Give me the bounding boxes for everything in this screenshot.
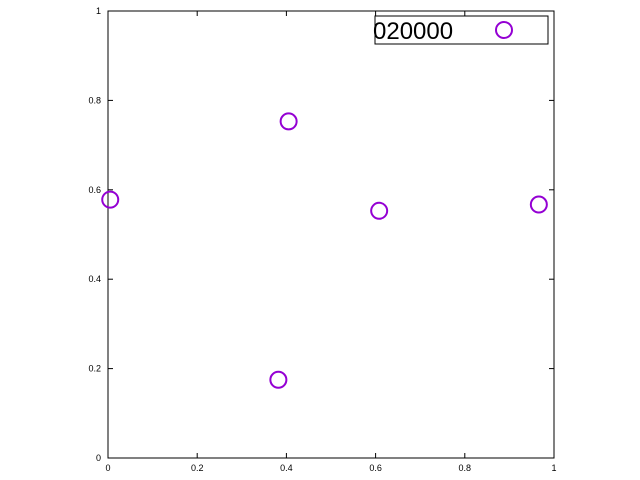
plot-frame: [107, 10, 555, 459]
axis-ticks: [107, 10, 555, 459]
x-tick-label: 1: [551, 463, 556, 473]
y-tick-label: 0: [96, 453, 101, 463]
x-tick-labels: 0 0.2 0.4 0.6 0.8 1: [105, 463, 556, 473]
x-tick-label: 0.4: [280, 463, 293, 473]
y-tick-label: 0.8: [88, 95, 101, 105]
data-point: [269, 370, 288, 389]
y-tick-labels: 0 0.2 0.4 0.6 0.8 1: [88, 6, 101, 463]
data-points: [101, 112, 548, 389]
x-tick-label: 0.6: [369, 463, 382, 473]
y-tick-label: 0.4: [88, 274, 101, 284]
x-tick-label: 0.8: [459, 463, 472, 473]
legend-label: 020000: [373, 18, 453, 45]
legend-box: [374, 15, 549, 45]
legend-marker: [495, 21, 513, 39]
data-point: [370, 201, 389, 220]
data-point: [101, 190, 120, 209]
y-tick-label: 0.6: [88, 185, 101, 195]
legend: 020000: [373, 15, 549, 45]
y-tick-label: 1: [96, 6, 101, 16]
x-tick-label: 0.2: [191, 463, 204, 473]
data-point: [529, 195, 548, 214]
y-tick-label: 0.2: [88, 364, 101, 374]
x-tick-label: 0: [105, 463, 110, 473]
data-point: [279, 112, 298, 131]
